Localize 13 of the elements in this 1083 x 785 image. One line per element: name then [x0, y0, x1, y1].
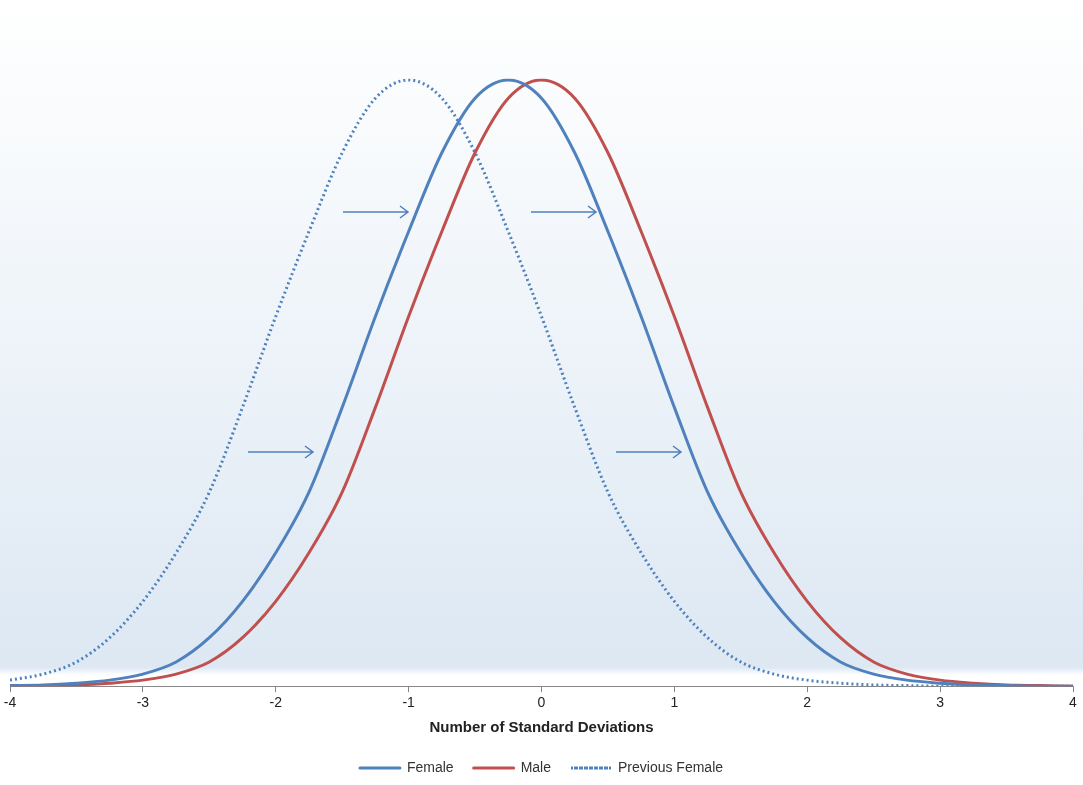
x-tick-label: -1: [402, 694, 416, 711]
legend-label: Previous Female: [617, 758, 724, 775]
x-tick-label: -3: [136, 694, 150, 711]
x-tick-label: 1: [670, 694, 679, 711]
x-tick-label: 4: [1069, 694, 1078, 711]
legend-label: Male: [520, 758, 552, 775]
x-axis-title: Number of Standard Deviations: [429, 718, 654, 736]
x-tick-label: 2: [803, 694, 812, 711]
x-tick-label: 0: [537, 694, 546, 711]
legend-label: Female: [406, 758, 454, 775]
x-tick-label: -2: [269, 694, 283, 711]
x-tick-label: 3: [936, 694, 945, 711]
x-tick-label: -4: [3, 694, 17, 711]
